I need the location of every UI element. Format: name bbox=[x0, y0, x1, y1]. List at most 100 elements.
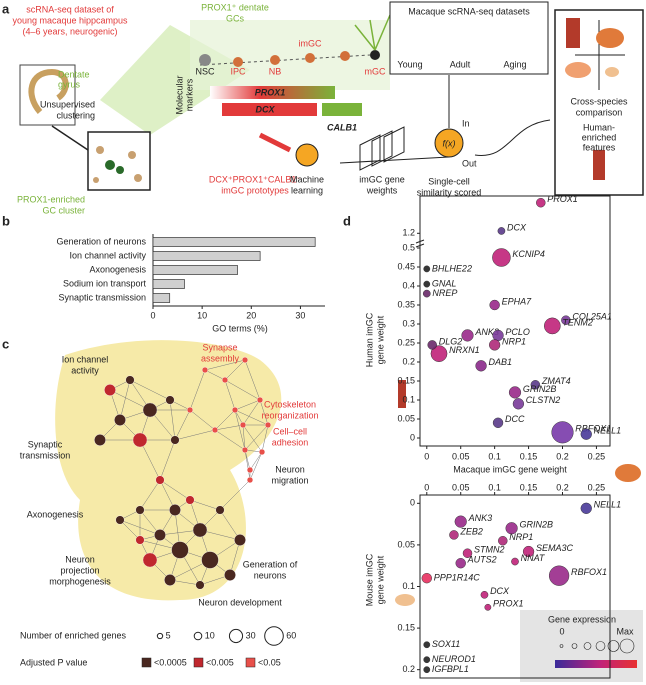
clustering-label: Unsupervised bbox=[40, 99, 95, 109]
gene-point bbox=[561, 315, 571, 325]
gene-label: DCX bbox=[490, 586, 510, 596]
network-node bbox=[246, 466, 254, 474]
y-tick-label: 0.25 bbox=[397, 337, 415, 347]
prototypes-label: imGC prototypes bbox=[221, 185, 289, 195]
gene-point bbox=[551, 421, 574, 444]
network-edge bbox=[234, 409, 246, 451]
network-node bbox=[186, 406, 194, 414]
gene-label: GNAL bbox=[432, 278, 457, 288]
markers-title: Molecular bbox=[174, 75, 184, 114]
gene-point bbox=[480, 590, 489, 599]
network-edge bbox=[259, 399, 269, 426]
y-tick-label: 0 bbox=[410, 498, 415, 508]
legend-size-circle bbox=[607, 640, 620, 652]
gene-point bbox=[430, 345, 448, 362]
network-node bbox=[234, 534, 246, 546]
gene-label: DCC bbox=[505, 414, 525, 424]
gene-label: NEUROD1 bbox=[432, 654, 476, 664]
y-tick-label: 0.45 bbox=[397, 261, 415, 271]
gene-label: AUTS2 bbox=[467, 555, 497, 565]
network-edge bbox=[242, 424, 246, 451]
network-label: morphogenesis bbox=[49, 576, 111, 586]
gene-label: ZEB2 bbox=[459, 526, 483, 536]
network-label: reorganization bbox=[261, 410, 318, 420]
y-axis-label: Human imGC bbox=[364, 312, 374, 367]
size-legend-circle bbox=[193, 631, 203, 641]
gene-label: IGFBPL1 bbox=[432, 664, 469, 674]
size-legend-label: 60 bbox=[286, 630, 296, 640]
network-label: Cytoskeleton bbox=[264, 399, 316, 409]
age-label: Adult bbox=[450, 59, 471, 69]
gene-label: PROX1 bbox=[547, 194, 578, 204]
x-tick-label: 0.25 bbox=[588, 451, 606, 461]
p-legend-label: <0.005 bbox=[206, 657, 234, 667]
dentate-label: gyrus bbox=[58, 79, 81, 89]
legend-min: 0 bbox=[559, 626, 564, 636]
network-edge bbox=[214, 429, 246, 451]
network-edge bbox=[189, 499, 221, 511]
network-edge bbox=[174, 409, 191, 441]
panel-letter: b bbox=[2, 213, 10, 228]
network-node bbox=[192, 522, 208, 538]
gene-label: NREP bbox=[432, 288, 457, 298]
y-tick-label: 0.35 bbox=[397, 299, 415, 309]
gene-label: NELL1 bbox=[594, 426, 622, 436]
network-label: Neuron bbox=[65, 554, 95, 564]
gene-point bbox=[536, 197, 546, 208]
gene-point bbox=[489, 299, 500, 311]
network-node bbox=[142, 552, 158, 568]
gene-label: CLSTN2 bbox=[526, 395, 561, 405]
datasets-title: Macaque scRNA-seq datasets bbox=[408, 6, 530, 16]
network-node bbox=[114, 414, 126, 426]
p-legend-label: <0.0005 bbox=[154, 657, 187, 667]
network-node bbox=[132, 432, 148, 448]
color-scale bbox=[555, 660, 637, 668]
gene-point bbox=[423, 641, 431, 649]
x-tick-label: 30 bbox=[295, 310, 305, 320]
y-tick-label: 0.15 bbox=[397, 375, 415, 385]
y-tick-label: 0.05 bbox=[397, 413, 415, 423]
network-edge bbox=[219, 479, 251, 511]
cluster-label: PROX1-enriched bbox=[17, 194, 85, 204]
network-label: Generation of bbox=[243, 559, 298, 569]
gene-point bbox=[508, 386, 522, 399]
network-node bbox=[125, 375, 135, 385]
bar-label: Sodium ion transport bbox=[63, 278, 147, 288]
network-node bbox=[201, 366, 209, 374]
gene-label: DLG2 bbox=[439, 336, 463, 346]
network-edge bbox=[224, 379, 236, 411]
network-edge bbox=[219, 509, 241, 541]
gene-point bbox=[505, 522, 518, 535]
human-features-label: features bbox=[583, 142, 616, 152]
bar bbox=[152, 265, 238, 275]
network-node bbox=[104, 384, 116, 396]
gene-label: ZMAT4 bbox=[541, 376, 571, 386]
gene-point bbox=[488, 339, 501, 351]
y-tick-label: 0.1 bbox=[402, 394, 415, 404]
network-edge bbox=[159, 439, 176, 481]
network-label: transmission bbox=[20, 450, 71, 460]
marker-label: PROX1 bbox=[255, 87, 286, 97]
gene-label: ANK3 bbox=[468, 513, 493, 523]
p-legend-label: <0.05 bbox=[258, 657, 281, 667]
gene-point bbox=[530, 380, 541, 390]
stage-label: imGC bbox=[299, 38, 322, 48]
network-node bbox=[94, 434, 106, 446]
network-label: Ion channel bbox=[62, 354, 109, 364]
y-axis-label: gene weight bbox=[375, 315, 385, 364]
human-features-label: Human- bbox=[583, 122, 615, 132]
gene-label: PPP1R14C bbox=[434, 573, 481, 583]
gene-point bbox=[580, 428, 592, 440]
p-legend-title: Adjusted P value bbox=[20, 657, 87, 667]
weights-label: weights bbox=[366, 185, 398, 195]
dataset-text: (4–6 years, neurogenic) bbox=[22, 26, 117, 36]
gene-label: NRP1 bbox=[502, 336, 526, 346]
y-tick-label: 0.1 bbox=[402, 581, 415, 591]
network-label: Synaptic bbox=[28, 439, 63, 449]
gene-point bbox=[423, 280, 431, 288]
legend-title: Gene expression bbox=[548, 614, 616, 624]
network-node bbox=[164, 574, 176, 586]
bar bbox=[152, 237, 316, 247]
network-node bbox=[215, 505, 225, 515]
network-node bbox=[246, 476, 254, 484]
